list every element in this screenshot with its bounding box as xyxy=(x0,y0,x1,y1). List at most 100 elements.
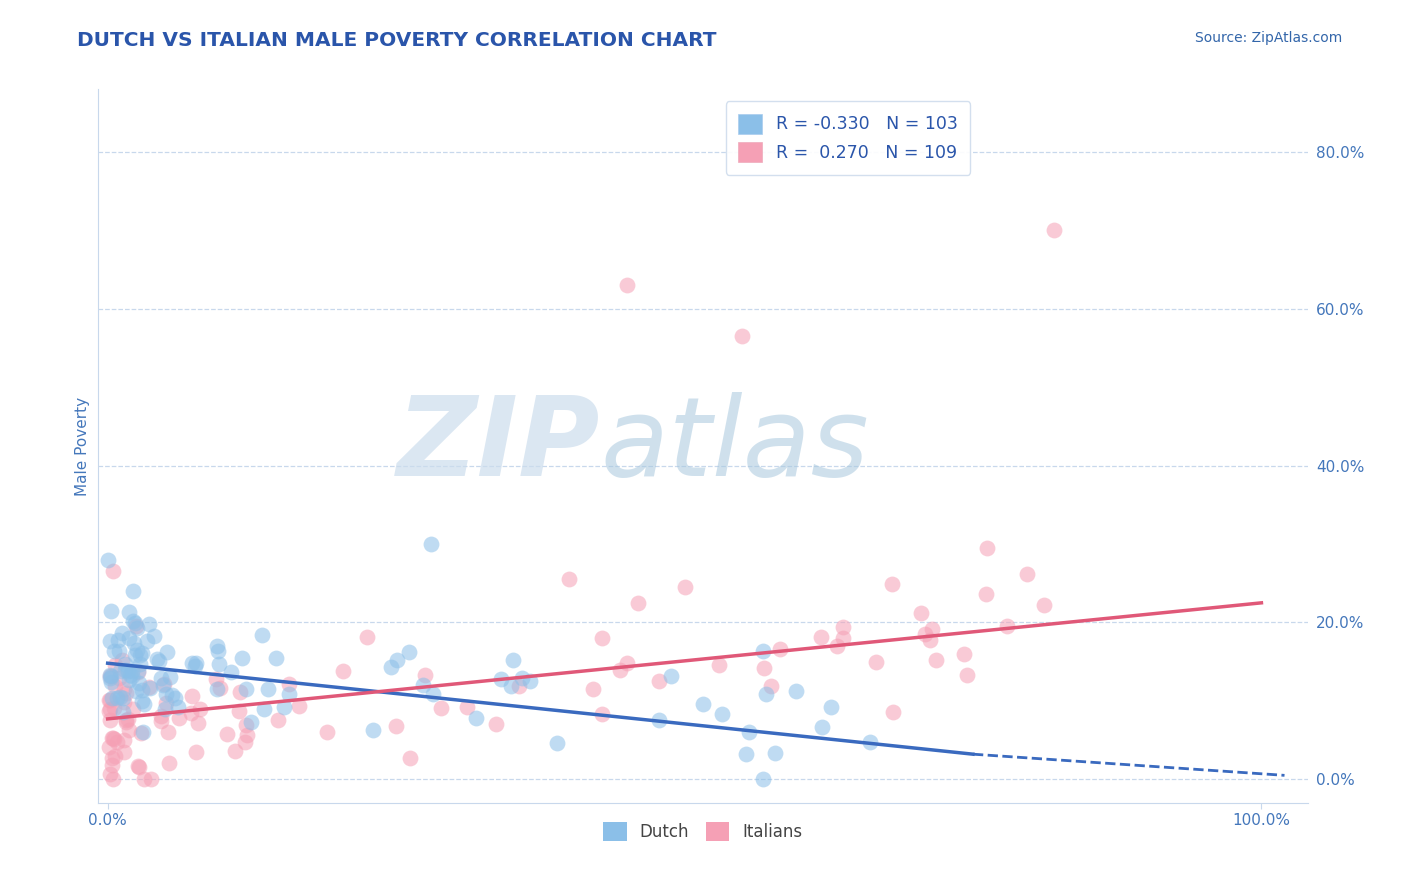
Point xyxy=(103,701,125,715)
Point xyxy=(111,653,134,667)
Point xyxy=(208,681,231,695)
Point xyxy=(207,657,229,672)
Point xyxy=(98,713,121,727)
Point xyxy=(510,672,533,686)
Point xyxy=(160,688,183,702)
Point xyxy=(98,702,121,716)
Point xyxy=(121,664,143,678)
Point xyxy=(910,606,932,620)
Point xyxy=(229,685,252,699)
Point xyxy=(107,633,129,648)
Point xyxy=(257,682,280,697)
Point xyxy=(252,628,274,642)
Point xyxy=(127,664,149,678)
Point xyxy=(118,631,141,645)
Point xyxy=(112,733,135,747)
Point xyxy=(143,629,166,643)
Point xyxy=(499,680,522,694)
Point xyxy=(661,669,683,683)
Point xyxy=(128,648,150,663)
Point xyxy=(125,621,148,635)
Point xyxy=(149,708,172,723)
Point xyxy=(127,665,149,680)
Point xyxy=(157,724,180,739)
Point xyxy=(953,647,976,661)
Point xyxy=(207,644,229,658)
Point xyxy=(186,745,208,759)
Point xyxy=(112,695,135,709)
Point xyxy=(419,537,441,551)
Point xyxy=(707,657,730,672)
Point xyxy=(430,701,453,715)
Point xyxy=(508,679,530,693)
Point xyxy=(104,748,127,763)
Text: ZIP: ZIP xyxy=(396,392,600,500)
Point xyxy=(101,731,124,745)
Point xyxy=(224,744,246,758)
Point xyxy=(104,679,127,693)
Y-axis label: Male Poverty: Male Poverty xyxy=(75,396,90,496)
Point xyxy=(155,697,177,711)
Point xyxy=(101,758,124,772)
Point xyxy=(111,625,134,640)
Point xyxy=(673,580,696,594)
Point xyxy=(98,693,121,707)
Point xyxy=(413,667,436,681)
Point xyxy=(132,724,155,739)
Point xyxy=(128,760,150,774)
Point xyxy=(228,704,250,718)
Point xyxy=(187,716,209,731)
Point xyxy=(810,630,832,644)
Point xyxy=(131,682,153,697)
Point xyxy=(648,674,671,689)
Point xyxy=(491,672,513,686)
Point xyxy=(139,681,162,695)
Point xyxy=(98,634,121,648)
Point xyxy=(731,329,754,343)
Point xyxy=(149,671,172,685)
Point xyxy=(235,681,257,696)
Point xyxy=(759,679,782,693)
Point xyxy=(755,687,778,701)
Point xyxy=(399,751,422,765)
Point xyxy=(108,665,131,679)
Point xyxy=(820,700,842,714)
Point xyxy=(240,714,263,729)
Point xyxy=(124,636,146,650)
Point xyxy=(98,704,121,718)
Point xyxy=(103,731,125,746)
Point xyxy=(380,660,402,674)
Point xyxy=(100,750,122,764)
Point xyxy=(558,572,581,586)
Point xyxy=(134,772,156,787)
Point xyxy=(763,746,786,760)
Point xyxy=(278,677,301,691)
Point xyxy=(190,702,212,716)
Point xyxy=(219,665,242,679)
Point xyxy=(118,667,141,681)
Point xyxy=(385,719,408,733)
Point xyxy=(108,690,131,705)
Point xyxy=(107,644,129,658)
Point xyxy=(114,713,136,727)
Point xyxy=(832,631,855,645)
Point xyxy=(710,707,733,722)
Point xyxy=(207,640,229,654)
Point xyxy=(217,727,239,741)
Point xyxy=(546,736,568,750)
Point xyxy=(114,657,136,672)
Point xyxy=(121,669,143,683)
Point xyxy=(148,654,170,668)
Point xyxy=(264,651,287,665)
Point xyxy=(166,699,188,714)
Point xyxy=(124,616,146,631)
Point xyxy=(356,630,378,644)
Point xyxy=(153,702,176,716)
Point xyxy=(925,653,948,667)
Point xyxy=(769,642,792,657)
Point xyxy=(974,587,997,601)
Point xyxy=(591,707,613,722)
Point xyxy=(146,652,169,666)
Point xyxy=(832,619,855,633)
Point xyxy=(115,686,138,700)
